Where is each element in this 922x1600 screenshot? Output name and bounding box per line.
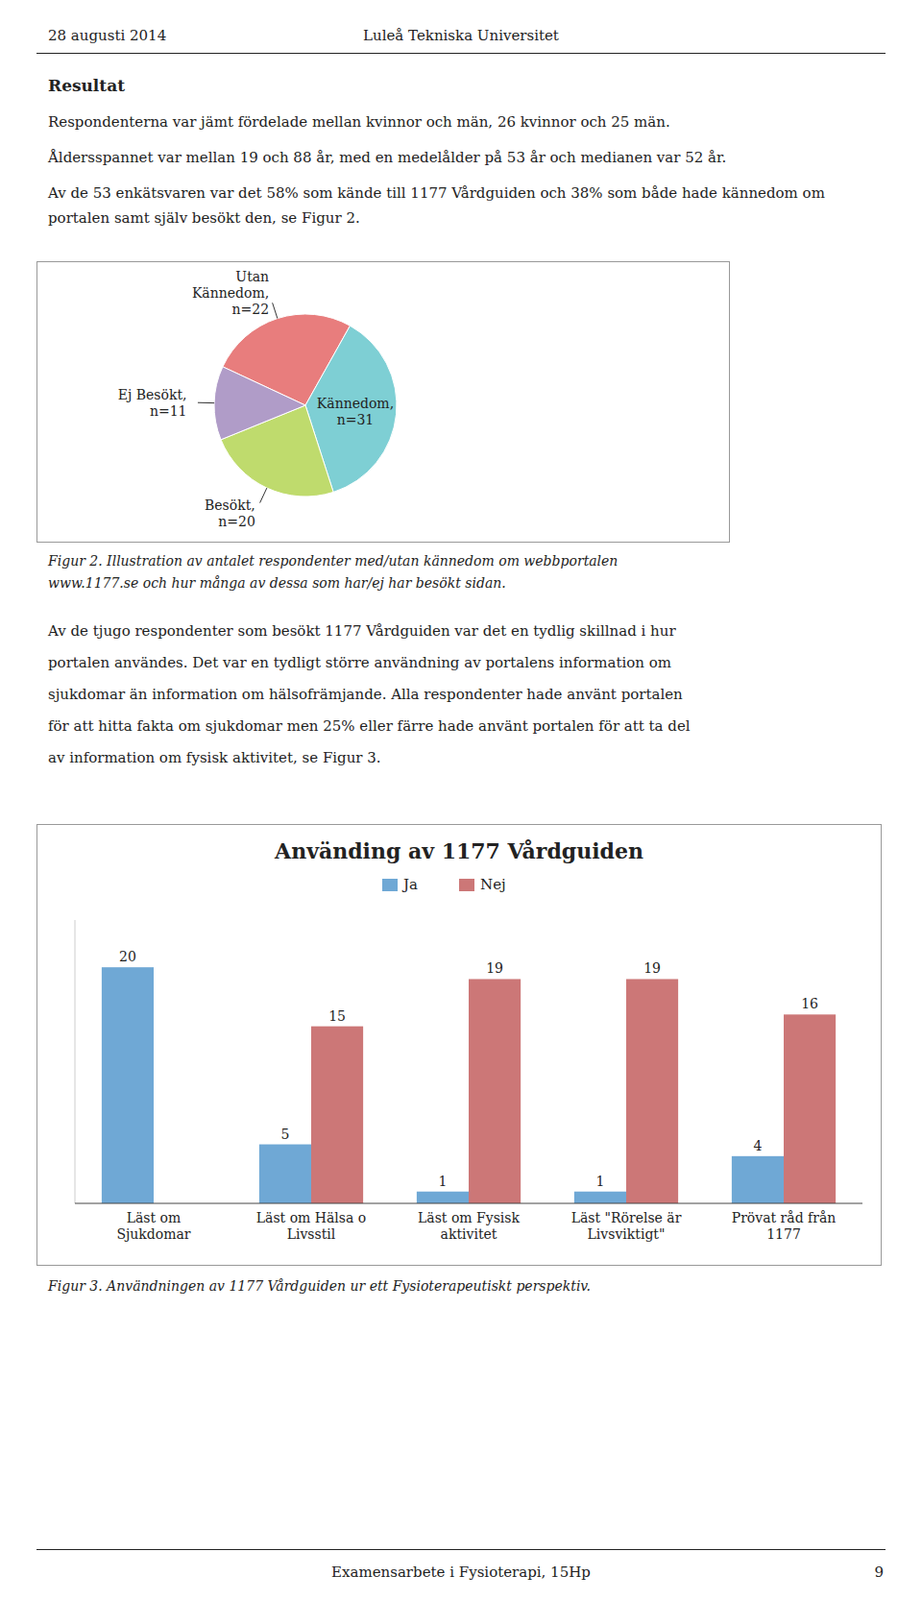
leader-line: [197, 402, 215, 404]
text-line: 1177: [766, 1226, 801, 1242]
paragraph: sjukdomar än information om hälsofrämjan…: [48, 681, 683, 707]
caption: www.1177.se och hur många av dessa som h…: [48, 572, 507, 595]
bar: [574, 1191, 627, 1204]
text-line: Utan: [235, 268, 269, 285]
footer: Examensarbete i Fysioterapi, 15Hp: [0, 1559, 922, 1585]
slice-labels: UtanKännedom,n=22Kännedom,n=31Besökt,n=2…: [118, 268, 394, 530]
legend-label: Nej: [480, 875, 507, 894]
pie-chart: UtanKännedom,n=22Kännedom,n=31Besökt,n=2…: [36, 261, 730, 543]
chart-title: Använding av 1177 Vårdguiden: [273, 838, 644, 864]
text-line: Kännedom,: [316, 395, 394, 412]
leader-line: [260, 487, 267, 503]
section-title: Resultat: [48, 72, 125, 98]
x-tick-label: Läst om Hälsa oLivsstil: [256, 1210, 367, 1242]
data-labels: 20 5 1 1 4 15 19 19 16: [119, 948, 819, 1189]
data-label: 1: [595, 1173, 605, 1189]
bar: [468, 978, 521, 1204]
paragraph: för att hitta fakta om sjukdomar men 25%…: [48, 713, 691, 739]
data-label: 19: [643, 960, 661, 976]
paragraph: av information om fysisk aktivitet, se F…: [48, 745, 382, 771]
x-tick-labels: Läst omSjukdomarLäst om Hälsa oLivsstilL…: [116, 1210, 836, 1242]
text-line: Läst om: [126, 1210, 182, 1226]
bar: [101, 967, 154, 1204]
bar: [731, 1156, 784, 1204]
slice-label: Ej Besökt,n=11: [118, 387, 188, 419]
header-center: Luleå Tekniska Universitet: [0, 23, 922, 49]
text-line: Livsstil: [287, 1226, 337, 1242]
header-left: 28 augusti 2014: [48, 23, 167, 49]
pie-slice: [214, 366, 306, 440]
page-number: 9: [0, 1559, 884, 1585]
text-line: Prövat råd från: [731, 1210, 837, 1226]
data-label: 19: [485, 960, 504, 976]
text-line: n=11: [149, 403, 188, 419]
text-line: Läst om Hälsa o: [256, 1210, 367, 1226]
bar: [259, 1144, 312, 1204]
x-tick-label: Läst om Fysiskaktivitet: [417, 1210, 521, 1242]
text-line: Läst om Fysisk: [417, 1210, 521, 1226]
x-axis: [74, 1203, 863, 1205]
slice-label: Kännedom,n=31: [316, 395, 394, 428]
data-label: 5: [280, 1126, 290, 1142]
data-label: 1: [437, 1173, 447, 1189]
legend: Ja Nej: [382, 875, 507, 894]
text-line: n=31: [337, 412, 375, 428]
text-line: Kännedom,: [192, 285, 269, 301]
paragraph: Av de 53 enkätsvaren var det 58% som kän…: [48, 180, 874, 231]
bar: [416, 1191, 469, 1204]
bars: [101, 967, 836, 1204]
x-tick-label: Läst "Rörelse ärLivsviktigt": [571, 1210, 682, 1242]
legend-swatch: [459, 878, 475, 892]
paragraph: portalen användes. Det var en tydligt st…: [48, 650, 672, 676]
text-line: Sjukdomar: [116, 1226, 191, 1242]
paragraph: Av de tjugo respondenter som besökt 1177…: [48, 618, 677, 644]
text-line: aktivitet: [440, 1226, 498, 1242]
text-line: n=22: [232, 301, 270, 317]
data-label: 4: [752, 1138, 762, 1154]
bar: [783, 1014, 836, 1204]
paragraph: Åldersspannet var mellan 19 och 88 år, m…: [48, 145, 727, 170]
data-label: 20: [119, 948, 137, 965]
x-tick-label: Prövat råd från1177: [731, 1210, 837, 1242]
text-line: Besökt,: [204, 497, 256, 513]
bar-chart: Använding av 1177 Vårdguiden Ja Nej 20 5 1 1 4 1…: [36, 824, 882, 1266]
legend-label: Ja: [401, 875, 418, 894]
bar: [626, 978, 679, 1204]
bar: [311, 1026, 364, 1204]
header-rule: [36, 52, 886, 54]
caption: Figur 3. Användningen av 1177 Vårdguiden…: [48, 1275, 591, 1298]
legend-swatch: [382, 878, 398, 892]
y-axis: [74, 920, 76, 1204]
caption: Figur 2. Illustration av antalet respond…: [48, 550, 618, 573]
slices: [214, 314, 397, 497]
text-line: Ej Besökt,: [118, 387, 188, 403]
paragraph: Respondenterna var jämt fördelade mellan…: [48, 109, 671, 135]
text-line: Livsviktigt": [587, 1226, 666, 1242]
data-label: 15: [328, 1008, 346, 1024]
leader-line: [272, 302, 278, 318]
data-label: 16: [800, 995, 819, 1012]
footer-rule: [36, 1549, 886, 1551]
text-line: Läst "Rörelse är: [571, 1210, 682, 1226]
x-tick-label: Läst omSjukdomar: [116, 1210, 191, 1242]
slice-label: Besökt,n=20: [204, 497, 256, 530]
slice-label: UtanKännedom,n=22: [192, 268, 269, 317]
text-line: n=20: [218, 513, 256, 530]
